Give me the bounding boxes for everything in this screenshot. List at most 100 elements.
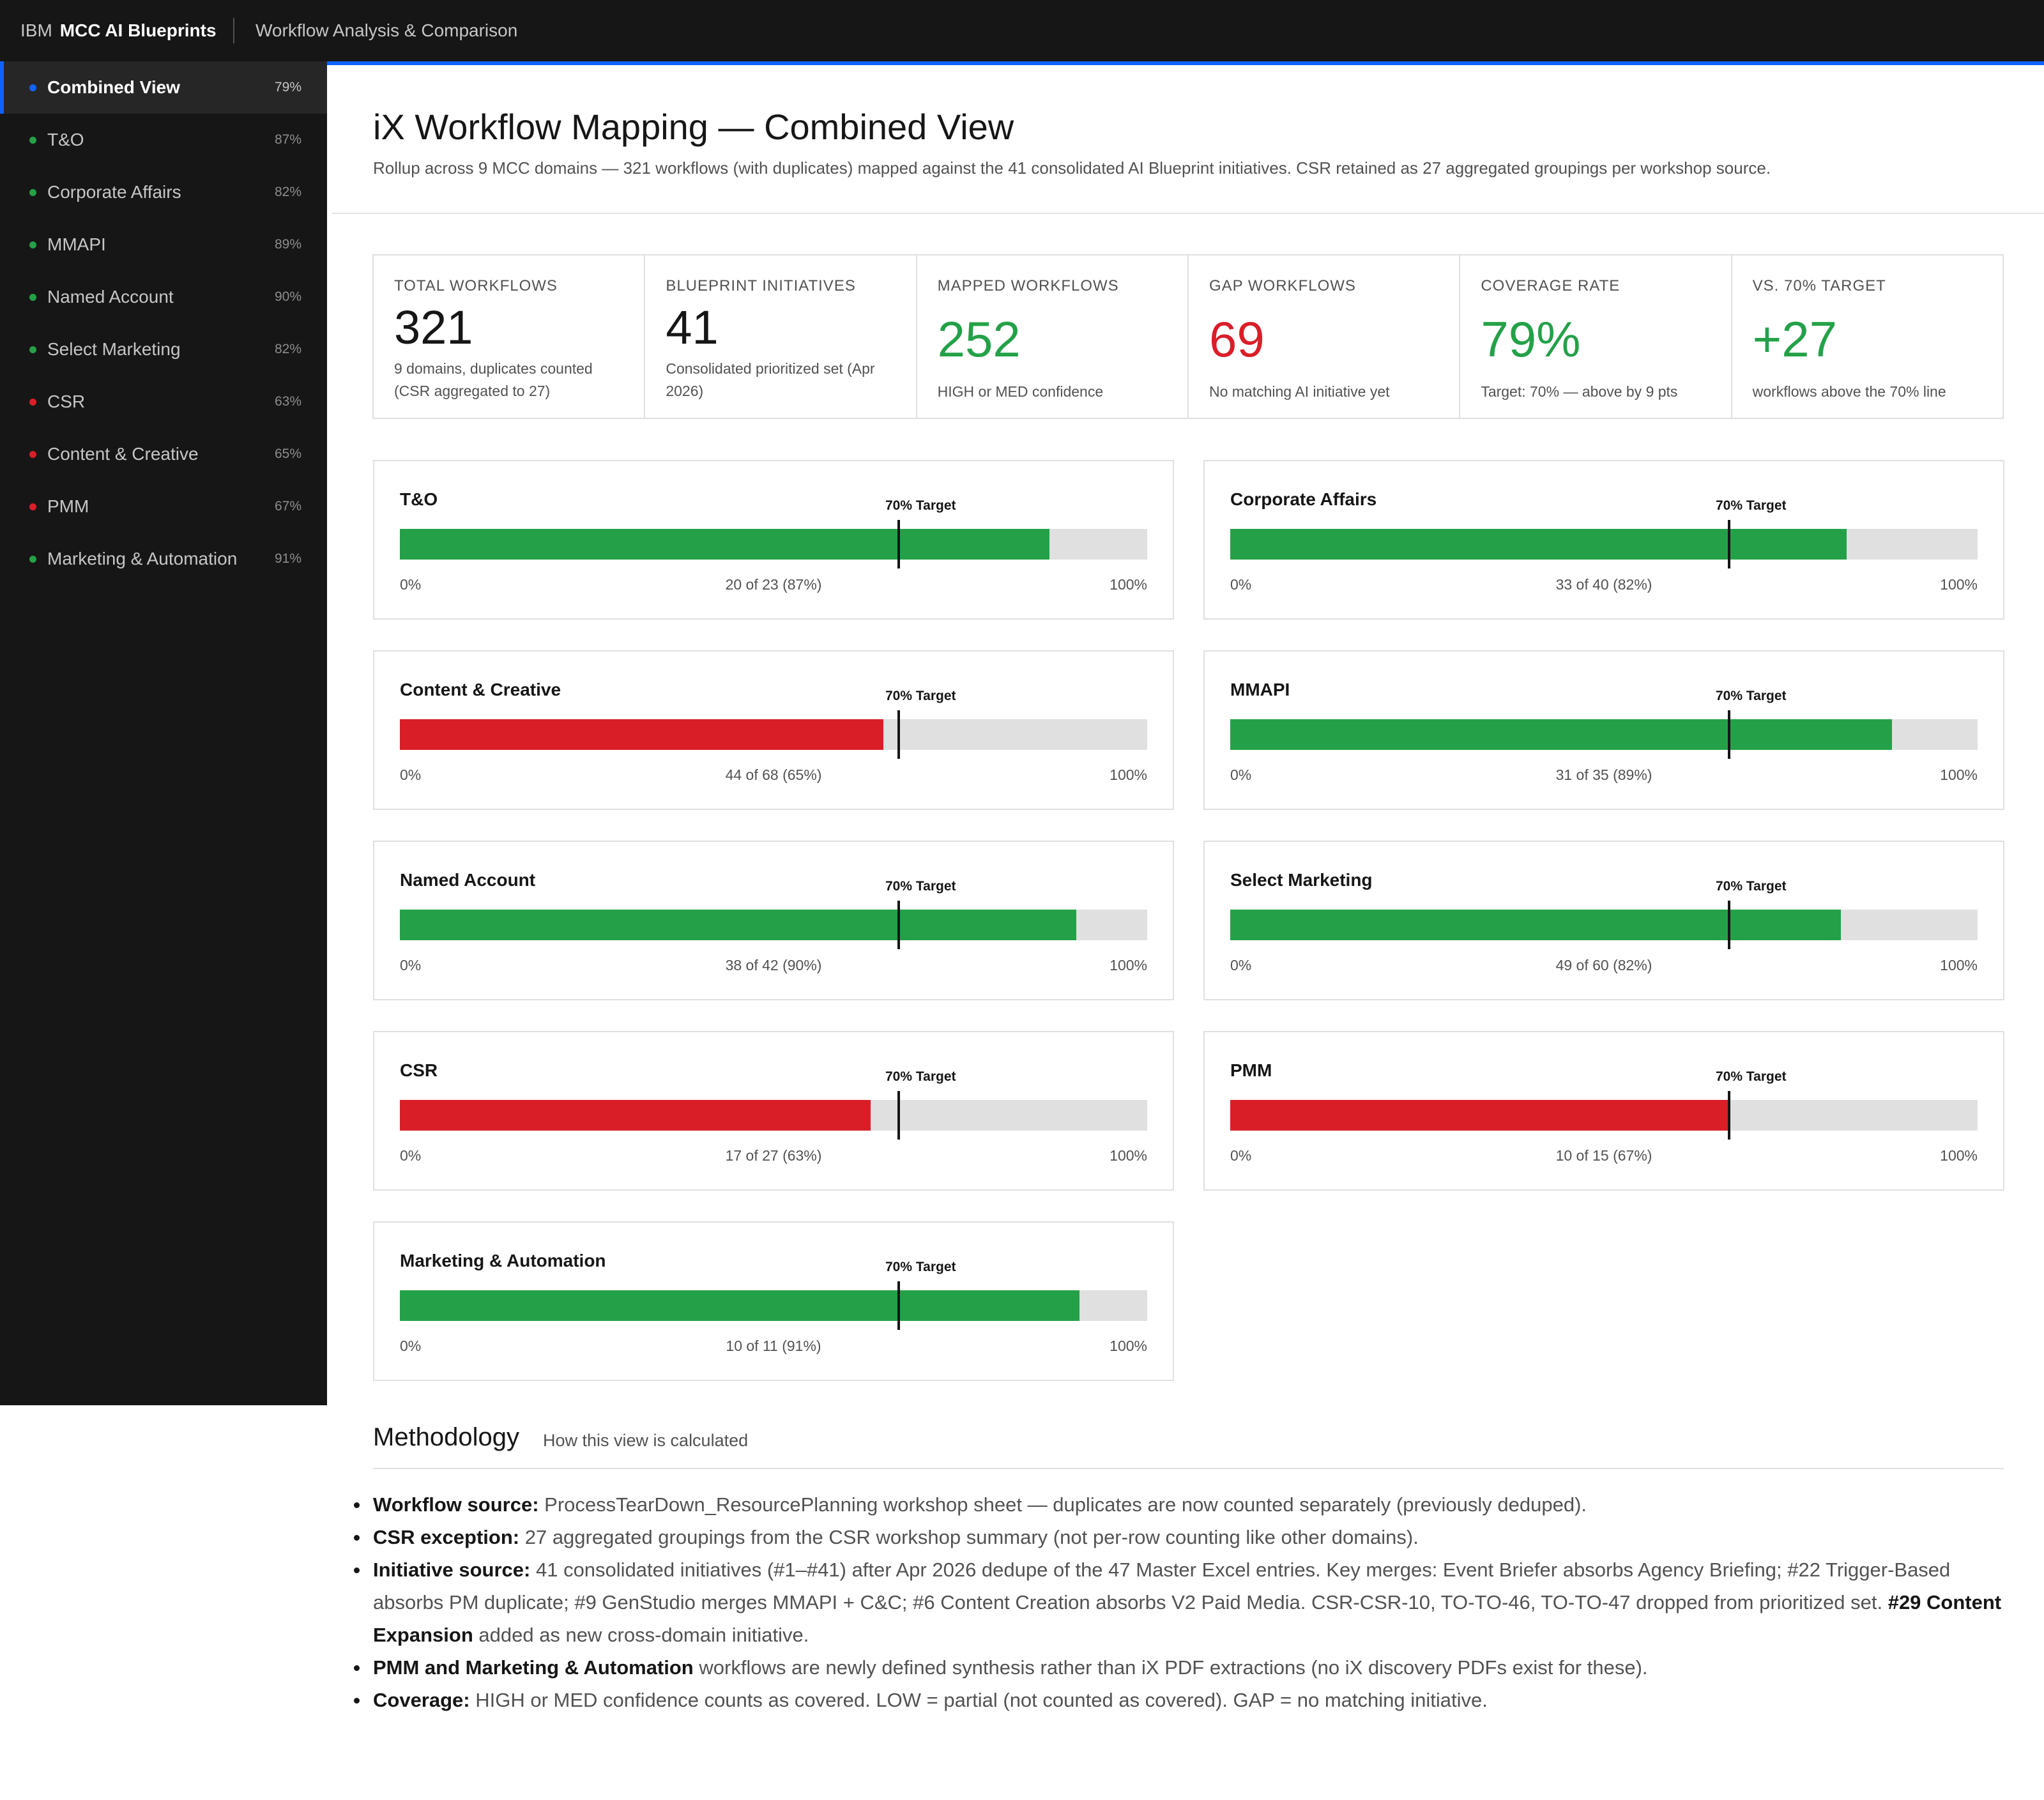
domain-card[interactable]: MMAPI 70% Target 0% 31 of 35 (89%) 100% bbox=[1203, 650, 2004, 810]
sidebar-item-select-marketing[interactable]: Select Marketing 82% bbox=[0, 323, 327, 376]
domain-card[interactable]: Marketing & Automation 70% Target 0% 10 … bbox=[373, 1221, 1174, 1381]
header-section: Workflow Analysis & Comparison bbox=[256, 20, 518, 40]
sidebar-item-pct: 82% bbox=[274, 342, 301, 356]
target-marker bbox=[897, 1091, 900, 1140]
sidebar-item-label: Select Marketing bbox=[47, 339, 181, 359]
status-dot-icon bbox=[29, 188, 36, 196]
sidebar-item-corporate-affairs[interactable]: Corporate Affairs 82% bbox=[0, 166, 327, 218]
stat-note: 9 domains, duplicates counted (CSR aggre… bbox=[394, 360, 593, 399]
item-lead: Workflow source: bbox=[373, 1493, 539, 1516]
domain-card[interactable]: Select Marketing 70% Target 0% 49 of 60 … bbox=[1203, 841, 2004, 1000]
target-marker bbox=[897, 901, 900, 949]
coverage-bar-track bbox=[1230, 1100, 1978, 1131]
stat-value: 69 bbox=[1209, 311, 1265, 367]
domain-card[interactable]: Named Account 70% Target 0% 38 of 42 (90… bbox=[373, 841, 1174, 1000]
stat-note: Target: 70% — above by 9 pts bbox=[1481, 383, 1678, 400]
target-label: 70% Target bbox=[885, 1260, 956, 1274]
stat-blueprint-initiatives: BLUEPRINT INITIATIVES 41 Consolidated pr… bbox=[645, 256, 917, 418]
domain-card[interactable]: CSR 70% Target 0% 17 of 27 (63%) 100% bbox=[373, 1031, 1174, 1191]
stat-label: BLUEPRINT INITIATIVES bbox=[666, 277, 856, 294]
domain-card[interactable]: Corporate Affairs 70% Target 0% 33 of 40… bbox=[1203, 460, 2004, 620]
brand-ibm: IBM bbox=[20, 20, 52, 40]
domain-card[interactable]: PMM 70% Target 0% 10 of 15 (67%) 100% bbox=[1203, 1031, 2004, 1191]
max-label: 100% bbox=[1110, 767, 1147, 783]
coverage-bar-fill bbox=[400, 529, 1050, 560]
stat-value: 79% bbox=[1481, 311, 1581, 367]
sidebar-item-csr[interactable]: CSR 63% bbox=[0, 376, 327, 428]
domain-card[interactable]: T&O 70% Target 0% 20 of 23 (87%) 100% bbox=[373, 460, 1174, 620]
sidebar: Combined View 79% T&O 87% Corporate Affa… bbox=[0, 61, 327, 1405]
sidebar-item-pct: 82% bbox=[274, 185, 301, 199]
stat-gap-workflows: GAP WORKFLOWS 69 No matching AI initiati… bbox=[1189, 256, 1461, 418]
sidebar-item-pct: 91% bbox=[274, 551, 301, 566]
item-text: workflows are newly defined synthesis ra… bbox=[693, 1656, 1648, 1679]
coverage-bar-fill bbox=[1230, 1100, 1729, 1131]
sidebar-item-named-account[interactable]: Named Account 90% bbox=[0, 271, 327, 323]
domain-name: Named Account bbox=[400, 870, 536, 890]
max-label: 100% bbox=[1110, 1147, 1147, 1164]
stats-row: TOTAL WORKFLOWS 321 9 domains, duplicate… bbox=[372, 254, 2004, 419]
coverage-bar-track bbox=[1230, 719, 1978, 750]
sidebar-item-pmm[interactable]: PMM 67% bbox=[0, 480, 327, 533]
stat-note: Consolidated prioritized set (Apr 2026) bbox=[666, 360, 875, 399]
item-lead: PMM and Marketing & Automation bbox=[373, 1656, 694, 1679]
list-item: Coverage: HIGH or MED confidence counts … bbox=[354, 1684, 2008, 1716]
stat-note: HIGH or MED confidence bbox=[937, 383, 1104, 400]
sidebar-item-pct: 89% bbox=[274, 237, 301, 252]
page-title: iX Workflow Mapping — Combined View bbox=[373, 107, 1014, 147]
status-dot-icon bbox=[29, 503, 36, 510]
sidebar-item-label: Corporate Affairs bbox=[47, 182, 181, 202]
active-indicator bbox=[0, 61, 4, 114]
target-marker bbox=[1728, 520, 1730, 568]
item-lead-secondary: #29 Content Expansion bbox=[373, 1591, 2002, 1646]
sidebar-item-combined-view[interactable]: Combined View 79% bbox=[0, 61, 327, 114]
sidebar-item-marketing-automation[interactable]: Marketing & Automation 91% bbox=[0, 533, 327, 585]
coverage-summary: 33 of 40 (82%) bbox=[1555, 576, 1652, 593]
domain-card[interactable]: Content & Creative 70% Target 0% 44 of 6… bbox=[373, 650, 1174, 810]
stat-label: GAP WORKFLOWS bbox=[1209, 277, 1356, 294]
min-label: 0% bbox=[400, 957, 422, 973]
domain-name: Select Marketing bbox=[1230, 870, 1373, 890]
coverage-bar-fill bbox=[400, 719, 884, 750]
sidebar-item-t-and-o[interactable]: T&O 87% bbox=[0, 114, 327, 166]
coverage-bar-track bbox=[400, 1290, 1147, 1321]
max-label: 100% bbox=[1110, 1338, 1147, 1354]
sidebar-item-mmapi[interactable]: MMAPI 89% bbox=[0, 218, 327, 271]
status-dot-icon bbox=[29, 450, 36, 458]
coverage-bar-track bbox=[400, 1100, 1147, 1131]
max-label: 100% bbox=[1110, 957, 1147, 973]
status-dot-icon bbox=[29, 84, 36, 91]
target-marker bbox=[897, 1281, 900, 1330]
item-text: 27 aggregated groupings from the CSR wor… bbox=[519, 1526, 1419, 1548]
coverage-bar-fill bbox=[1230, 529, 1847, 560]
top-header: IBM MCC AI Blueprints Workflow Analysis … bbox=[0, 0, 2044, 65]
sidebar-item-label: Content & Creative bbox=[47, 444, 199, 464]
item-text: 41 consolidated initiatives (#1–#41) aft… bbox=[373, 1559, 1951, 1613]
stat-label: COVERAGE RATE bbox=[1481, 277, 1621, 294]
sidebar-item-label: T&O bbox=[47, 130, 84, 149]
min-label: 0% bbox=[400, 1338, 422, 1354]
target-label: 70% Target bbox=[885, 1069, 956, 1084]
target-marker bbox=[897, 520, 900, 568]
domain-name: Marketing & Automation bbox=[400, 1251, 606, 1270]
item-lead: CSR exception: bbox=[373, 1526, 520, 1548]
coverage-bar-track bbox=[400, 910, 1147, 940]
stat-value: 252 bbox=[937, 311, 1021, 367]
coverage-bar-fill bbox=[400, 1290, 1079, 1321]
coverage-bar-fill bbox=[400, 910, 1076, 940]
sidebar-item-pct: 87% bbox=[274, 132, 301, 147]
domain-name: CSR bbox=[400, 1060, 438, 1080]
target-label: 70% Target bbox=[1716, 689, 1787, 703]
min-label: 0% bbox=[400, 767, 422, 783]
domain-name: MMAPI bbox=[1230, 680, 1290, 699]
stat-value: 41 bbox=[666, 301, 719, 354]
status-dot-icon bbox=[29, 555, 36, 563]
brand[interactable]: IBM MCC AI Blueprints bbox=[20, 0, 217, 61]
coverage-summary: 31 of 35 (89%) bbox=[1555, 767, 1652, 783]
coverage-summary: 10 of 11 (91%) bbox=[726, 1338, 821, 1354]
max-label: 100% bbox=[1110, 576, 1147, 593]
sidebar-item-pct: 63% bbox=[274, 394, 301, 409]
sidebar-item-content-creative[interactable]: Content & Creative 65% bbox=[0, 428, 327, 480]
target-marker bbox=[1728, 710, 1730, 759]
status-dot-icon bbox=[29, 398, 36, 406]
